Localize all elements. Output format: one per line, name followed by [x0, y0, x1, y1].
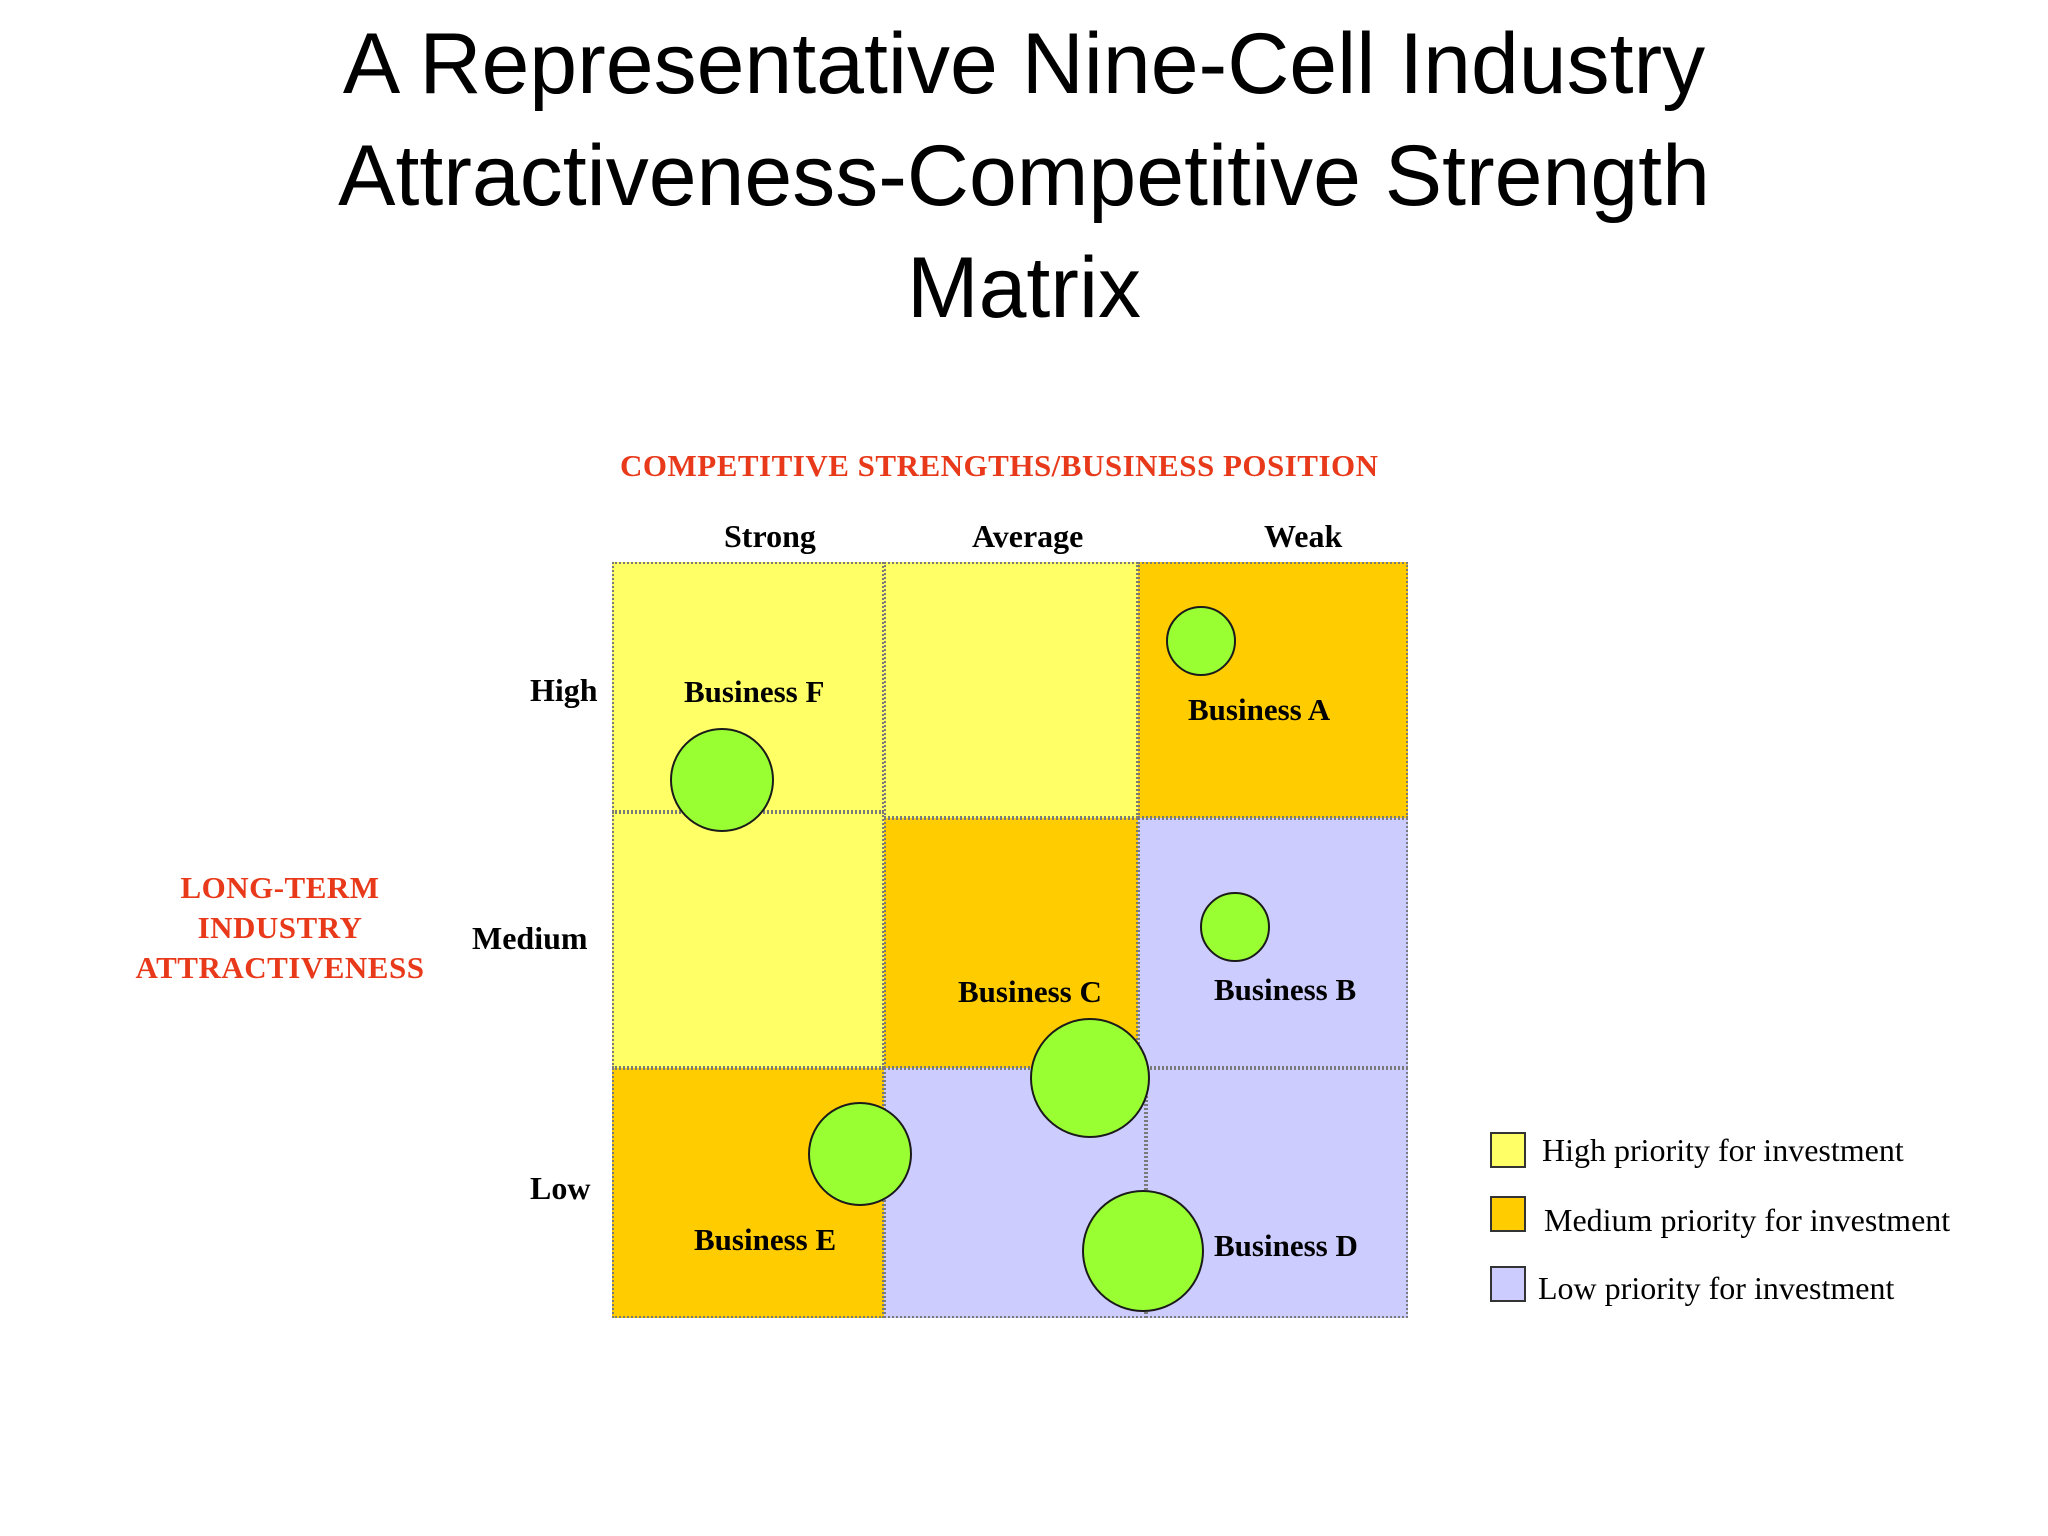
- page-title: A Representative Nine-Cell Industry Attr…: [0, 8, 2048, 344]
- business-c-bubble: [1030, 1018, 1150, 1138]
- title-line-1: A Representative Nine-Cell Industry: [342, 16, 1706, 112]
- cell-high-weak: [1138, 562, 1408, 818]
- business-e-label: Business E: [694, 1222, 837, 1257]
- business-d-label: Business D: [1214, 1228, 1358, 1263]
- legend-swatch-medium: [1490, 1196, 1526, 1232]
- title-line-3: Matrix: [906, 240, 1142, 336]
- business-b-label: Business B: [1214, 972, 1357, 1007]
- y-axis-title-line-1: LONG-TERM: [180, 870, 380, 905]
- legend-label-high: High priority for investment: [1542, 1132, 1904, 1168]
- column-header-average: Average: [972, 518, 1084, 554]
- column-header-weak: Weak: [1264, 518, 1343, 554]
- business-a-label: Business A: [1188, 692, 1331, 727]
- business-f-label: Business F: [684, 674, 825, 709]
- legend-swatch-low: [1490, 1266, 1526, 1302]
- x-axis-title: COMPETITIVE STRENGTHS/BUSINESS POSITION: [620, 448, 1379, 483]
- business-a-bubble: [1166, 606, 1236, 676]
- business-b-bubble: [1200, 892, 1270, 962]
- row-header-high: High: [530, 672, 598, 708]
- title-line-2: Attractiveness-Competitive Strength: [338, 128, 1710, 224]
- business-f-bubble: [670, 728, 774, 832]
- cell-medium-strong: [612, 812, 884, 1068]
- business-d-bubble: [1082, 1190, 1204, 1312]
- business-e-bubble: [808, 1102, 912, 1206]
- row-header-low: Low: [530, 1170, 591, 1206]
- legend-label-medium: Medium priority for investment: [1544, 1202, 1951, 1238]
- business-c-label: Business C: [958, 974, 1102, 1009]
- legend-swatch-high: [1490, 1132, 1526, 1168]
- y-axis-title: LONG-TERM INDUSTRY ATTRACTIVENESS: [110, 868, 450, 988]
- y-axis-title-line-3: ATTRACTIVENESS: [135, 950, 425, 985]
- y-axis-title-line-2: INDUSTRY: [197, 910, 363, 945]
- column-header-strong: Strong: [724, 518, 816, 554]
- cell-high-average: [884, 562, 1138, 818]
- cell-medium-weak: [1138, 818, 1408, 1068]
- row-header-medium: Medium: [472, 920, 588, 956]
- legend-label-low: Low priority for investment: [1538, 1270, 1895, 1306]
